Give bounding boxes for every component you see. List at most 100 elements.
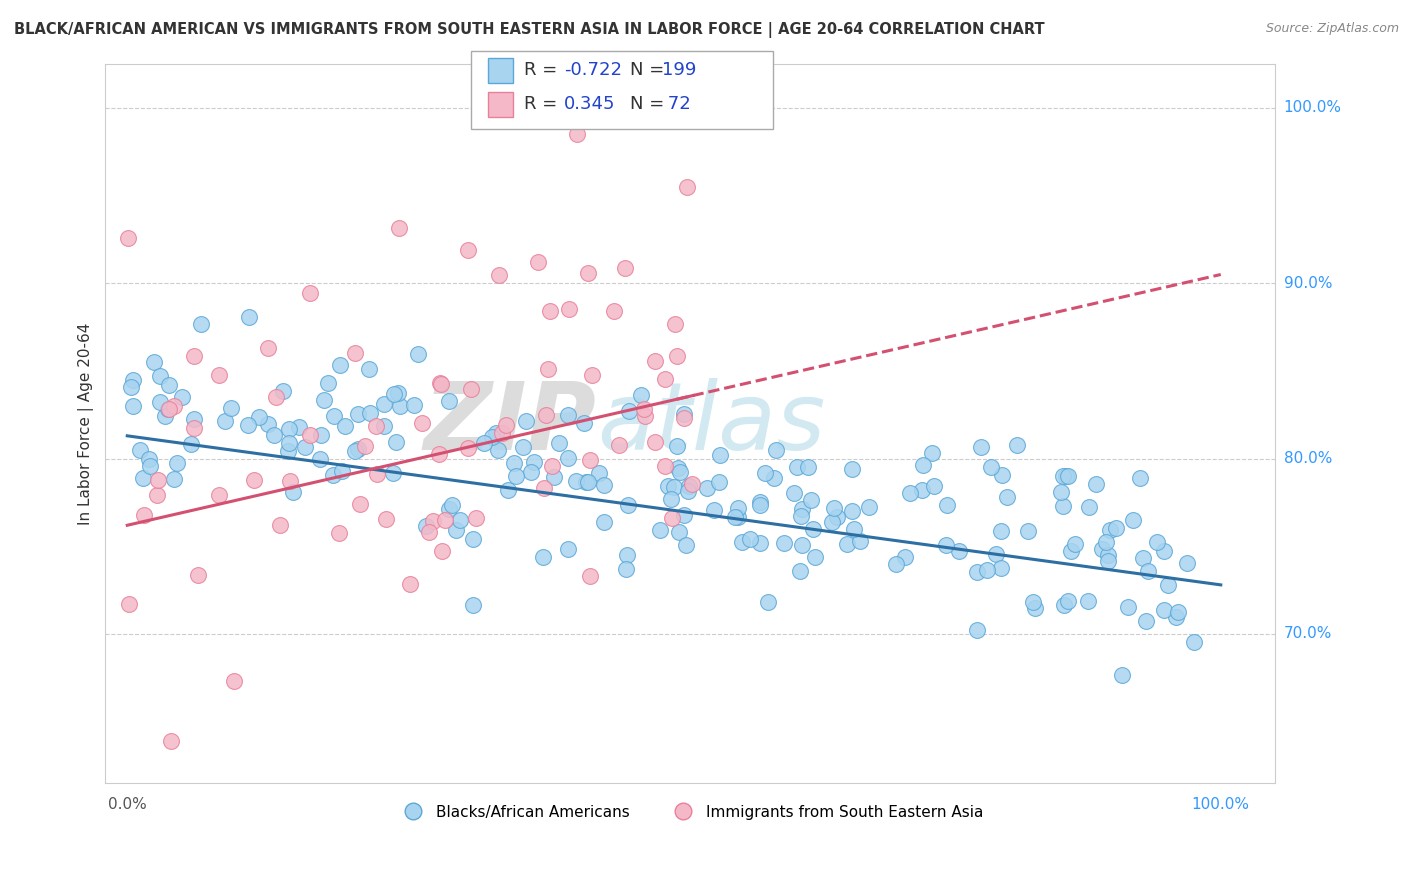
Point — [481, 430, 503, 444]
Text: 0.0%: 0.0% — [108, 797, 146, 812]
Point — [738, 533, 761, 547]
Point — [1077, 593, 1099, 607]
Point — [592, 477, 614, 491]
Point — [936, 498, 959, 512]
Point — [790, 501, 813, 516]
Point — [1084, 476, 1107, 491]
Point — [322, 409, 344, 424]
Point — [1157, 578, 1180, 592]
Point — [727, 510, 749, 524]
Point — [330, 464, 353, 478]
Point — [180, 437, 202, 451]
Point — [858, 500, 880, 514]
Point — [654, 458, 676, 473]
Point — [579, 453, 602, 467]
Point — [1099, 523, 1122, 537]
Point — [630, 388, 652, 402]
Point — [486, 443, 509, 458]
Point — [243, 474, 266, 488]
Point — [678, 479, 700, 493]
Point — [567, 128, 589, 142]
Point — [1116, 599, 1139, 614]
Point — [602, 303, 624, 318]
Point — [673, 410, 696, 425]
Point — [1132, 551, 1154, 566]
Point — [128, 443, 150, 458]
Text: Source: ZipAtlas.com: Source: ZipAtlas.com — [1265, 22, 1399, 36]
Text: atlas: atlas — [596, 378, 825, 469]
Point — [388, 220, 411, 235]
Point — [575, 475, 598, 489]
Point — [457, 441, 479, 455]
Point — [672, 508, 695, 522]
Point — [294, 441, 316, 455]
Point — [912, 458, 935, 473]
Point — [460, 382, 482, 396]
Point — [825, 510, 848, 524]
Point — [837, 537, 859, 551]
Point — [214, 414, 236, 428]
Point — [463, 599, 485, 613]
Point — [437, 394, 460, 409]
Point — [661, 492, 683, 507]
Text: R =: R = — [524, 95, 564, 113]
Point — [990, 560, 1012, 574]
Point — [385, 434, 408, 449]
Point — [298, 428, 321, 442]
Point — [138, 451, 160, 466]
Point — [247, 410, 270, 425]
Point — [281, 484, 304, 499]
Point — [841, 462, 863, 476]
Y-axis label: In Labor Force | Age 20-64: In Labor Force | Age 20-64 — [79, 322, 94, 524]
Point — [789, 564, 811, 578]
Point — [187, 568, 209, 582]
Point — [976, 563, 998, 577]
Point — [533, 481, 555, 495]
Point — [519, 466, 541, 480]
Point — [496, 483, 519, 497]
Point — [565, 475, 588, 489]
Point — [149, 369, 172, 384]
Text: 90.0%: 90.0% — [1284, 276, 1333, 291]
Point — [1052, 499, 1074, 513]
Point — [1153, 544, 1175, 558]
Point — [406, 347, 429, 361]
Point — [661, 511, 683, 525]
Point — [922, 479, 945, 493]
Point — [512, 440, 534, 454]
Point — [157, 401, 180, 416]
Point — [349, 497, 371, 511]
Point — [333, 418, 356, 433]
Point — [666, 349, 689, 363]
Point — [1050, 485, 1073, 500]
Point — [668, 524, 690, 539]
Point — [269, 517, 291, 532]
Text: BLACK/AFRICAN AMERICAN VS IMMIGRANTS FROM SOUTH EASTERN ASIA IN LABOR FORCE | AG: BLACK/AFRICAN AMERICAN VS IMMIGRANTS FRO… — [14, 22, 1045, 38]
Point — [731, 535, 754, 549]
Point — [238, 310, 260, 324]
Point — [763, 471, 786, 485]
Point — [277, 422, 299, 436]
Point — [676, 483, 699, 498]
Point — [145, 487, 167, 501]
Point — [257, 341, 280, 355]
Point — [1111, 668, 1133, 682]
Point — [579, 569, 602, 583]
Legend: Blacks/African Americans, Immigrants from South Eastern Asia: Blacks/African Americans, Immigrants fro… — [391, 798, 990, 826]
Point — [236, 417, 259, 432]
Point — [1059, 544, 1081, 558]
Point — [488, 268, 510, 282]
Point — [1022, 595, 1045, 609]
Point — [1097, 554, 1119, 568]
Point — [485, 426, 508, 441]
Point — [222, 673, 245, 688]
Point — [576, 475, 599, 489]
Text: 199: 199 — [662, 62, 696, 79]
Point — [461, 532, 484, 546]
Point — [884, 557, 907, 571]
Point — [1097, 548, 1119, 562]
Point — [588, 466, 610, 480]
Point — [557, 541, 579, 556]
Point — [160, 734, 183, 748]
Point — [616, 548, 638, 562]
